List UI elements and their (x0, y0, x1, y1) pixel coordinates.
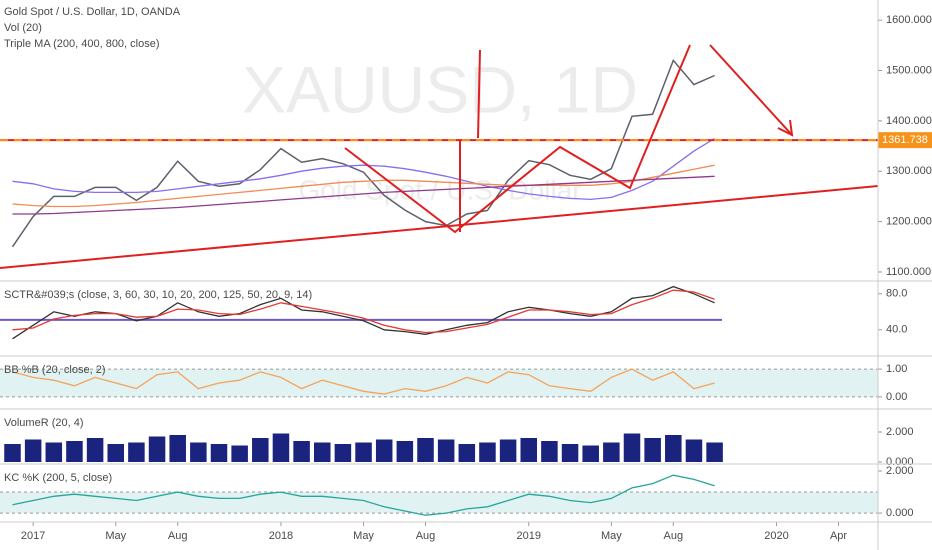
y-tick-label: 2.000 (886, 465, 914, 477)
y-tick-label: 1600.000 (886, 14, 932, 26)
arrow (709, 44, 793, 136)
pane-title: VolumeR (20, 4) (4, 417, 83, 429)
bar (623, 433, 641, 462)
bar (252, 438, 269, 462)
y-tick-label: 0.000 (886, 456, 914, 468)
series-line (11, 58, 715, 248)
pane-title: Gold Spot / U.S. Dollar, 1D, OANDA (4, 6, 181, 18)
bar (4, 444, 21, 462)
y-tick-label: 1200.000 (886, 216, 932, 228)
vertical-line (477, 49, 481, 139)
bar (479, 442, 496, 462)
indicator-title: Vol (20) (4, 22, 42, 34)
bar (169, 435, 186, 462)
trend-line (0, 185, 879, 269)
bar (313, 442, 331, 462)
bar (272, 433, 290, 462)
series-line (12, 289, 715, 334)
x-tick-label: Aug (168, 530, 188, 542)
y-tick-label: 1400.000 (886, 115, 932, 127)
y-tick-label: 1500.000 (886, 64, 932, 76)
x-tick-label: Aug (416, 530, 436, 542)
bar (499, 439, 517, 462)
bar (148, 436, 166, 462)
y-tick-label: 1300.000 (886, 165, 932, 177)
arrow-head (777, 119, 794, 137)
x-tick-label: Apr (830, 530, 847, 542)
series-line (12, 175, 715, 215)
y-tick-label: 1100.000 (886, 266, 931, 278)
price-label-box (878, 132, 932, 149)
watermark-symbol: XAUUSD, 1D (242, 52, 638, 126)
x-tick-label: Aug (664, 530, 684, 542)
series-line (12, 474, 715, 516)
x-tick-label: 2018 (269, 530, 293, 542)
x-tick-label: 2020 (764, 530, 788, 542)
bar (355, 442, 372, 462)
bar (107, 444, 125, 462)
bar (603, 442, 620, 462)
bar (520, 438, 538, 462)
series-line (12, 137, 715, 201)
y-tick-label: 0.000 (886, 507, 914, 519)
bar (396, 441, 414, 462)
y-tick-label: 40.0 (886, 324, 907, 336)
zigzag (344, 44, 691, 234)
indicator-title: Triple MA (200, 400, 800, close) (4, 38, 160, 50)
bar (86, 438, 104, 462)
band (0, 492, 878, 514)
x-tick-label: May (601, 530, 622, 542)
bar (665, 435, 682, 462)
price-label: 1361.738 (882, 134, 928, 146)
pane-title: KC %K (200, 5, close) (4, 472, 112, 484)
bar (210, 444, 228, 462)
bar (685, 439, 703, 462)
drawings (0, 44, 879, 269)
series-line (12, 368, 715, 395)
bar (417, 438, 434, 462)
x-tick-label: May (105, 530, 126, 542)
bar (45, 442, 63, 462)
bar (437, 439, 455, 462)
bar (458, 444, 476, 462)
y-tick-label: 0.00 (886, 391, 907, 403)
bar (66, 441, 83, 462)
band (0, 369, 878, 397)
series-line (12, 164, 715, 208)
bar (231, 445, 248, 462)
x-tick-label: May (353, 530, 374, 542)
bar (334, 444, 352, 462)
panes: 2017 May Aug 2018 May Aug 2019 May Aug 2020 Apr 110… (0, 6, 932, 542)
bar (561, 444, 579, 462)
bar (190, 442, 207, 462)
bar (293, 441, 310, 462)
bar (644, 438, 661, 462)
bar (375, 439, 393, 462)
y-tick-label: 1.00 (886, 363, 907, 375)
pane-title: BB %B (20, close, 2) (4, 364, 106, 376)
bar (541, 441, 558, 462)
bar (24, 439, 42, 462)
y-tick-label: 2.000 (886, 426, 914, 438)
bar (582, 445, 599, 462)
x-tick-label: 2019 (517, 530, 541, 542)
y-tick-label: 80.0 (886, 288, 907, 300)
x-tick-label: 2017 (21, 530, 45, 542)
bar (706, 442, 723, 462)
pane-title: SCTR&#039;s (close, 3, 60, 30, 10, 20, 2… (4, 289, 312, 301)
bar (128, 442, 145, 462)
